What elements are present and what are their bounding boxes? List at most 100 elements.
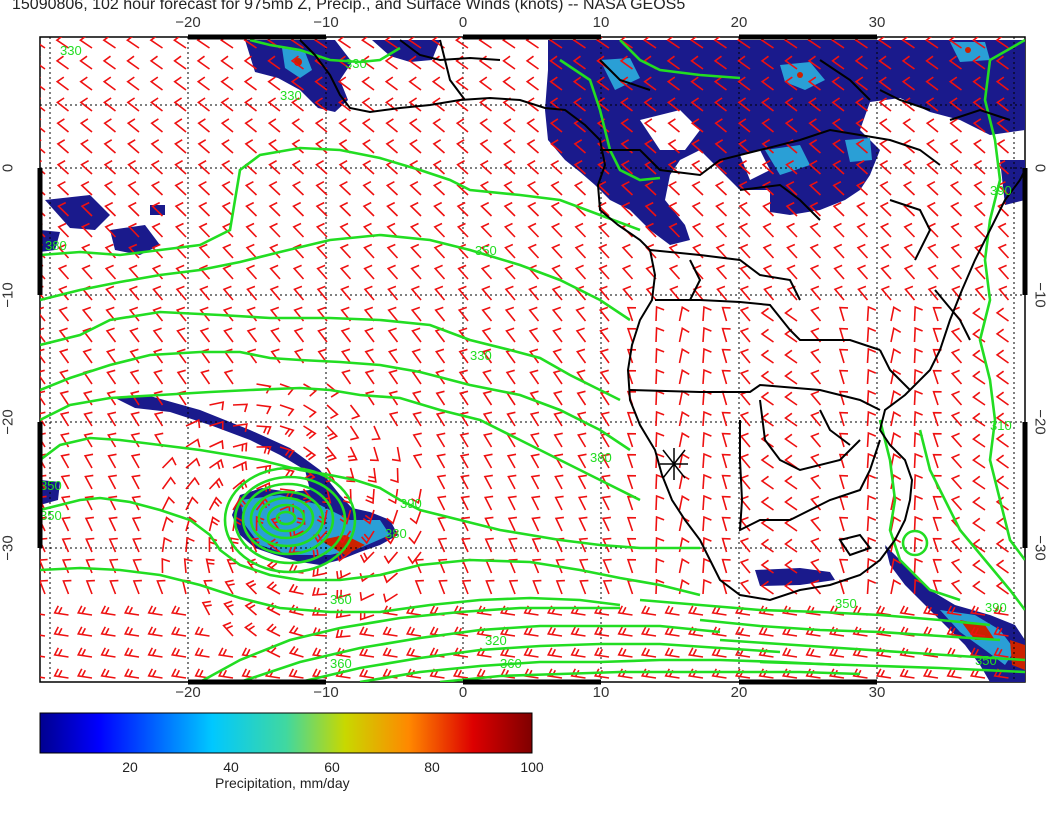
wind-barb bbox=[483, 432, 493, 448]
wind-barb bbox=[131, 495, 141, 511]
wind-barb bbox=[173, 55, 187, 70]
wind-barb bbox=[175, 306, 187, 322]
wind-barb bbox=[598, 264, 610, 280]
wind-barb bbox=[596, 76, 610, 91]
colorbar-tick: 100 bbox=[520, 759, 544, 775]
wind-barb bbox=[739, 243, 751, 259]
wind-barb bbox=[223, 327, 234, 343]
wind-barb bbox=[550, 160, 563, 175]
wind-barb bbox=[129, 369, 140, 385]
wind-barb bbox=[922, 605, 939, 616]
wind-barb bbox=[932, 306, 942, 322]
wind-barb bbox=[185, 476, 200, 490]
wind-barb bbox=[832, 139, 845, 154]
wind-barb bbox=[857, 285, 869, 301]
wind-barb bbox=[106, 390, 117, 406]
wind-barb bbox=[784, 391, 798, 406]
wind-barb bbox=[550, 139, 563, 154]
wind-barb bbox=[405, 647, 422, 658]
wind-barb bbox=[739, 327, 751, 343]
wind-barb bbox=[80, 201, 93, 217]
wind-barb bbox=[315, 180, 328, 196]
wind-barb bbox=[340, 306, 352, 322]
wind-barb bbox=[927, 243, 939, 259]
wind-barb bbox=[362, 180, 375, 196]
wind-barb bbox=[995, 559, 1009, 574]
wind-barb bbox=[890, 411, 902, 427]
wind-barb bbox=[220, 37, 234, 49]
wind-barb bbox=[194, 647, 210, 658]
wind-barb bbox=[523, 647, 539, 658]
wind-barb bbox=[913, 578, 923, 595]
wind-barb bbox=[359, 551, 375, 564]
wind-barb bbox=[549, 97, 563, 112]
wind-barb bbox=[572, 55, 586, 70]
wind-barb bbox=[950, 558, 963, 574]
wind-barb bbox=[107, 474, 117, 490]
wind-barb bbox=[664, 626, 680, 637]
wind-barb bbox=[267, 55, 281, 70]
lon-tick-bottom: 10 bbox=[592, 684, 610, 701]
wind-barb bbox=[527, 222, 540, 238]
wind-barb bbox=[201, 600, 212, 616]
wind-barb bbox=[530, 474, 540, 490]
wind-barb bbox=[831, 55, 845, 70]
wind-barb bbox=[314, 76, 328, 91]
wind-barb bbox=[153, 348, 164, 364]
wind-barb bbox=[691, 201, 704, 217]
wind-barb bbox=[479, 160, 493, 175]
wind-barb bbox=[579, 579, 589, 595]
wind-barb bbox=[57, 243, 70, 259]
wind-barb bbox=[691, 180, 704, 196]
wind-barb bbox=[949, 97, 962, 112]
wind-barb bbox=[457, 264, 469, 280]
wind-barb bbox=[950, 453, 963, 469]
wind-barb bbox=[760, 496, 774, 511]
wind-barb bbox=[40, 537, 48, 553]
wind-barb bbox=[268, 180, 281, 196]
wind-barb bbox=[925, 118, 939, 133]
wind-barb bbox=[973, 201, 986, 217]
contour-label: 390 bbox=[990, 183, 1012, 198]
wind-barb bbox=[525, 76, 539, 91]
wind-barb bbox=[203, 579, 213, 595]
wind-barb bbox=[59, 348, 70, 364]
wind-barb bbox=[721, 516, 731, 532]
wind-barb bbox=[363, 264, 375, 280]
wind-barb bbox=[808, 160, 822, 175]
wind-barb bbox=[222, 264, 234, 280]
wind-barb bbox=[810, 537, 822, 553]
wind-barb bbox=[170, 668, 187, 679]
wind-barb bbox=[85, 579, 95, 595]
wind-barb bbox=[83, 411, 93, 427]
wind-barb bbox=[972, 475, 986, 490]
wind-barb bbox=[602, 579, 612, 595]
wind-barb bbox=[866, 368, 877, 385]
lon-tick-bottom: 30 bbox=[868, 684, 886, 701]
wind-barb bbox=[995, 475, 1009, 490]
wind-barb bbox=[913, 389, 923, 406]
wind-barb bbox=[364, 348, 375, 364]
wind-barb bbox=[485, 579, 495, 595]
contour-label: 330 bbox=[280, 88, 302, 103]
wind-barb bbox=[784, 370, 798, 385]
wind-barb bbox=[84, 474, 94, 490]
wind-barb bbox=[805, 647, 821, 658]
wind-barb bbox=[126, 55, 140, 70]
wind-barb bbox=[197, 97, 210, 112]
wind-barb bbox=[554, 516, 565, 532]
wind-barb bbox=[738, 139, 751, 154]
wind-barb bbox=[123, 668, 140, 679]
wind-barb bbox=[760, 475, 774, 490]
wind-barb bbox=[303, 404, 317, 418]
wind-barb bbox=[461, 579, 471, 595]
wind-barb bbox=[866, 431, 877, 448]
wind-barb bbox=[256, 445, 272, 455]
wind-barb bbox=[838, 411, 849, 427]
wind-barb bbox=[619, 76, 633, 91]
wind-barb bbox=[950, 495, 963, 511]
wind-barb bbox=[714, 160, 728, 175]
wind-barb bbox=[711, 605, 727, 616]
wind-barb bbox=[452, 668, 469, 679]
wind-barb bbox=[713, 76, 727, 91]
